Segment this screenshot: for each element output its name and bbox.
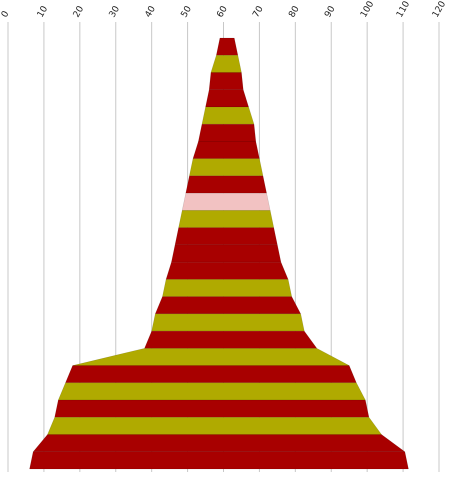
x-tick-label: 50: [180, 4, 195, 19]
band: [189, 158, 264, 177]
bands: [29, 37, 409, 470]
x-tick-label: 120: [431, 0, 448, 20]
band: [32, 434, 406, 453]
band: [181, 192, 271, 211]
band: [162, 279, 293, 297]
x-tick-label: 80: [287, 4, 302, 19]
band: [57, 382, 366, 401]
x-axis-tick-labels: 0 10 20 30 40 50 60 70 80 90 100 110 120: [0, 0, 448, 20]
band: [198, 123, 257, 142]
band: [151, 313, 305, 332]
band: [29, 451, 409, 470]
band: [144, 330, 318, 349]
band: [165, 261, 289, 280]
band: [72, 348, 350, 366]
band: [47, 417, 383, 435]
band: [178, 210, 275, 228]
x-tick-label: 90: [323, 4, 338, 19]
band: [185, 175, 267, 194]
x-tick-label: 30: [108, 4, 123, 19]
x-tick-label: 10: [36, 4, 51, 19]
x-tick-label: 60: [215, 4, 230, 19]
x-tick-label: 110: [395, 0, 412, 20]
x-tick-label: 70: [251, 4, 266, 19]
band: [54, 399, 370, 418]
band: [201, 106, 255, 125]
x-tick-label: 40: [144, 4, 159, 19]
band: [210, 54, 242, 73]
band: [205, 89, 249, 108]
band: [174, 227, 278, 246]
x-tick-label: 100: [359, 0, 376, 20]
x-tick-label: 0: [0, 9, 12, 19]
band: [216, 37, 239, 56]
band: [171, 244, 282, 263]
band: [65, 365, 357, 384]
band: [208, 72, 244, 90]
x-tick-label: 20: [72, 4, 87, 19]
band: [154, 296, 302, 315]
band: [192, 141, 260, 159]
